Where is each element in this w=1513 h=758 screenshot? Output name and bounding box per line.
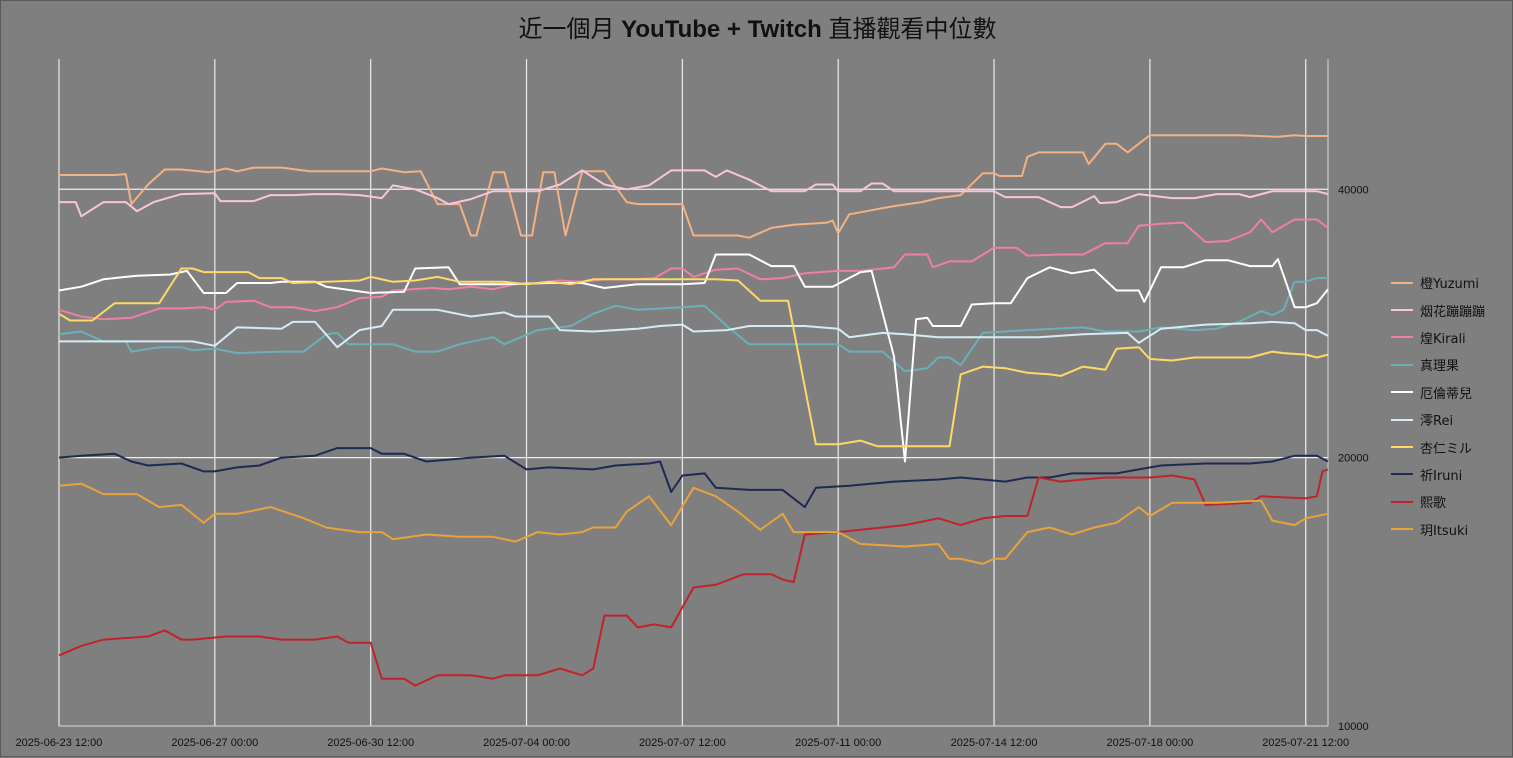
x-tick-label: 2025-07-04 00:00 xyxy=(483,737,570,749)
series-line-8 xyxy=(58,447,1329,509)
legend-swatch xyxy=(1391,446,1413,449)
x-tick-label: 2025-06-27 00:00 xyxy=(171,737,258,749)
legend-item: 烟花蹦蹦蹦 xyxy=(1391,296,1485,323)
series-line-9 xyxy=(58,468,1329,687)
series-line-6 xyxy=(59,308,1329,349)
legend-swatch xyxy=(1391,528,1413,531)
legend-item: 熙歌 xyxy=(1391,488,1485,515)
legend-swatch xyxy=(1391,500,1413,503)
series-line-10 xyxy=(58,482,1329,565)
chart-title-pre: 近一個月 xyxy=(518,16,622,43)
x-tick-label: 2025-07-14 12:00 xyxy=(951,737,1038,749)
y-tick-label: 40000 xyxy=(1338,184,1369,196)
x-tick-label: 2025-07-11 00:00 xyxy=(795,737,881,749)
y-tick-label: 20000 xyxy=(1338,453,1369,465)
legend-item: 杏仁ミル xyxy=(1391,433,1485,460)
x-tick-label: 2025-06-23 12:00 xyxy=(16,737,103,749)
x-tick-label: 2025-07-21 12:00 xyxy=(1262,737,1349,749)
legend-swatch xyxy=(1391,391,1413,394)
legend-swatch xyxy=(1391,281,1413,284)
legend-swatch xyxy=(1391,309,1413,312)
series-line-4 xyxy=(58,277,1328,373)
series-line-5 xyxy=(58,253,1329,463)
x-tick-label: 2025-07-18 00:00 xyxy=(1106,737,1193,749)
legend-label: 橙Yuzumi xyxy=(1420,277,1480,293)
y-tick-label: 10000 xyxy=(1338,721,1369,733)
x-tick-label: 2025-06-30 12:00 xyxy=(327,737,414,749)
legend-item: 澪Rei xyxy=(1391,406,1485,433)
legend-label: 澪Rei xyxy=(1420,414,1454,430)
legend-item: 玥Itsuki xyxy=(1391,516,1485,543)
legend-swatch xyxy=(1391,363,1413,366)
chart-title: 近一個月 YouTube + Twitch 直播觀看中位數 xyxy=(1,9,1513,44)
legend-label: 厄倫蒂兒 xyxy=(1420,386,1473,402)
legend-label: 玥Itsuki xyxy=(1420,523,1469,539)
legend-label: 真理果 xyxy=(1420,359,1460,375)
legend-item: 祈Iruni xyxy=(1391,461,1485,488)
legend-item: 煌Kirali xyxy=(1391,324,1485,351)
legend-label: 烟花蹦蹦蹦 xyxy=(1420,304,1486,320)
legend-swatch xyxy=(1391,418,1413,421)
legend-item: 真理果 xyxy=(1391,351,1485,378)
series-line-1 xyxy=(59,134,1328,239)
x-tick-label: 2025-07-07 12:00 xyxy=(639,737,726,749)
series-line-2 xyxy=(59,169,1329,218)
legend-label: 煌Kirali xyxy=(1420,331,1466,347)
legend: 橙Yuzumi 烟花蹦蹦蹦煌Kirali 真理果厄倫蒂兒澪Rei 杏仁ミル祈Iruni… xyxy=(1391,269,1485,543)
chart-title-bold: YouTube + Twitch xyxy=(621,16,822,43)
series-line-3 xyxy=(58,218,1329,321)
legend-label: 熙歌 xyxy=(1420,496,1447,512)
legend-swatch xyxy=(1391,473,1413,476)
chart-title-post: 直播觀看中位數 xyxy=(821,16,997,43)
legend-swatch xyxy=(1391,336,1413,339)
legend-item: 橙Yuzumi xyxy=(1391,269,1485,296)
series-line-7 xyxy=(58,267,1329,448)
legend-item: 厄倫蒂兒 xyxy=(1391,379,1485,406)
legend-label: 杏仁ミル xyxy=(1420,441,1473,457)
legend-label: 祈Iruni xyxy=(1420,468,1463,484)
